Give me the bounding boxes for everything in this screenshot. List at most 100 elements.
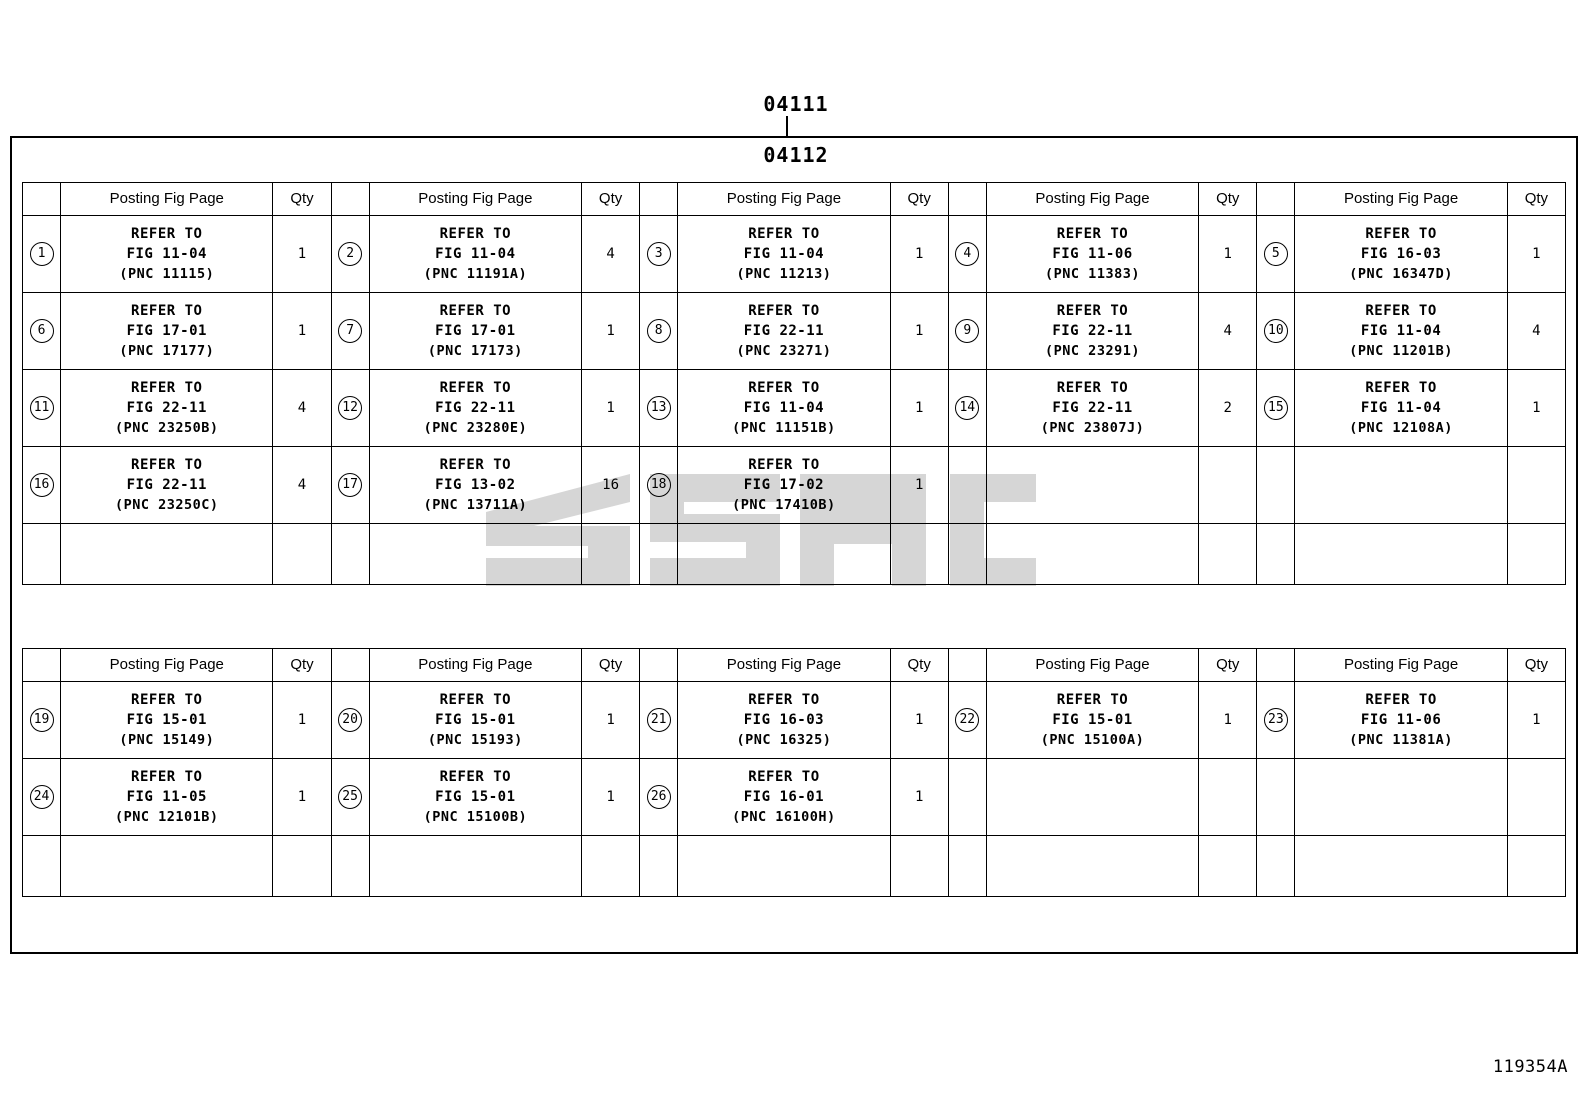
refer-to-text: REFER TO	[131, 769, 203, 785]
pnc-code: (PNC 11201B)	[1349, 343, 1453, 359]
header-index-cell	[21, 648, 62, 682]
header-qty: Qty	[1506, 182, 1567, 216]
pnc-code: (PNC 12101B)	[114, 809, 219, 825]
header-index-cell	[330, 648, 370, 682]
qty-value: 1	[581, 758, 641, 836]
table-empty-row	[21, 835, 1567, 897]
document-code: 119354A	[1492, 1057, 1568, 1077]
pnc-code: (PNC 11191A)	[423, 266, 528, 282]
refer-to-text: REFER TO	[131, 457, 203, 473]
posting-fig-page-cell: REFER TO FIG 16-03 (PNC 16325)	[677, 681, 891, 759]
row-index-empty	[947, 758, 987, 836]
refer-to-text: REFER TO	[439, 769, 512, 785]
qty-value-empty	[272, 835, 332, 897]
qty-value: 4	[272, 446, 332, 524]
refer-to-text: REFER TO	[748, 303, 820, 319]
leader-line-upper	[786, 116, 788, 136]
fig-reference: FIG 11-04	[743, 400, 825, 416]
qty-value: 1	[889, 446, 949, 524]
pnc-code: (PNC 16100H)	[732, 809, 836, 825]
row-index-empty	[1256, 758, 1296, 836]
qty-value: 2	[1198, 369, 1258, 447]
refer-to-text: REFER TO	[131, 692, 203, 708]
row-index: 19	[21, 681, 62, 759]
fig-reference: FIG 22-11	[126, 477, 207, 493]
row-index: 4	[947, 215, 987, 293]
posting-fig-page-cell-empty	[368, 835, 583, 897]
posting-fig-page-cell-empty	[677, 835, 891, 897]
row-index: 18	[639, 446, 679, 524]
table-row: 19 REFER TO FIG 15-01 (PNC 15149) 1 20 R…	[21, 681, 1567, 759]
row-index: 11	[21, 369, 62, 447]
index-circle: 24	[29, 785, 54, 809]
header-posting-fig-page: Posting Fig Page	[1294, 182, 1508, 216]
header-index-cell	[947, 648, 987, 682]
fig-reference: FIG 16-03	[1360, 246, 1442, 262]
refer-to-text: REFER TO	[1365, 692, 1437, 708]
fig-reference: FIG 22-11	[126, 400, 207, 416]
parts-reference-table-upper: Posting Fig Page Qty Posting Fig Page Qt…	[21, 182, 1567, 585]
pnc-code: (PNC 16325)	[736, 732, 832, 748]
index-circle: 3	[646, 242, 671, 266]
row-index: 14	[947, 369, 987, 447]
posting-fig-page-cell: REFER TO FIG 15-01 (PNC 15100B)	[368, 758, 583, 836]
pnc-code: (PNC 23280E)	[423, 420, 528, 436]
qty-value: 4	[1198, 292, 1258, 370]
posting-fig-page-cell: REFER TO FIG 15-01 (PNC 15100A)	[985, 681, 1200, 759]
refer-to-text: REFER TO	[1365, 303, 1437, 319]
header-index-cell	[21, 182, 62, 216]
index-circle: 23	[1263, 708, 1288, 732]
row-index: 1	[21, 215, 62, 293]
fig-reference: FIG 15-01	[435, 789, 516, 805]
refer-to-text: REFER TO	[1056, 303, 1129, 319]
pnc-code: (PNC 11151B)	[732, 420, 836, 436]
posting-fig-page-cell: REFER TO FIG 16-03 (PNC 16347D)	[1294, 215, 1508, 293]
qty-value: 4	[272, 369, 332, 447]
index-circle: 11	[29, 396, 54, 420]
pnc-code: (PNC 11115)	[119, 266, 215, 282]
qty-value: 1	[889, 758, 949, 836]
fig-reference: FIG 15-01	[1052, 712, 1133, 728]
row-index: 9	[947, 292, 987, 370]
posting-fig-page-cell-empty	[368, 523, 583, 585]
qty-value: 1	[1198, 215, 1258, 293]
index-circle: 22	[955, 708, 980, 732]
posting-fig-page-cell-empty	[60, 835, 274, 897]
index-circle: 15	[1263, 396, 1288, 420]
posting-fig-page-cell: REFER TO FIG 17-01 (PNC 17177)	[60, 292, 274, 370]
header-posting-fig-page: Posting Fig Page	[60, 648, 274, 682]
header-posting-fig-page: Posting Fig Page	[1294, 648, 1508, 682]
refer-to-text: REFER TO	[748, 226, 820, 242]
qty-value-empty	[1506, 758, 1567, 836]
row-index-empty	[1256, 523, 1296, 585]
posting-fig-page-cell: REFER TO FIG 11-04 (PNC 12108A)	[1294, 369, 1508, 447]
refer-to-text: REFER TO	[131, 380, 203, 396]
posting-fig-page-cell: REFER TO FIG 22-11 (PNC 23807J)	[985, 369, 1200, 447]
posting-fig-page-cell: REFER TO FIG 13-02 (PNC 13711A)	[368, 446, 583, 524]
row-index-empty	[1256, 835, 1296, 897]
header-qty: Qty	[889, 648, 949, 682]
refer-to-text: REFER TO	[1056, 380, 1129, 396]
fig-reference: FIG 16-03	[743, 712, 825, 728]
fig-reference: FIG 22-11	[1052, 323, 1133, 339]
header-qty: Qty	[272, 182, 332, 216]
fig-reference: FIG 15-01	[435, 712, 516, 728]
fig-reference: FIG 22-11	[1052, 400, 1133, 416]
qty-value-empty	[581, 835, 641, 897]
posting-fig-page-cell-empty	[1294, 446, 1508, 524]
posting-fig-page-cell: REFER TO FIG 22-11 (PNC 23250C)	[60, 446, 274, 524]
index-circle: 25	[338, 785, 363, 809]
header-qty: Qty	[581, 182, 641, 216]
row-index-empty	[947, 446, 987, 524]
header-posting-fig-page: Posting Fig Page	[368, 182, 583, 216]
index-circle: 7	[338, 319, 363, 343]
row-index: 3	[639, 215, 679, 293]
row-index-empty	[21, 835, 62, 897]
index-circle: 5	[1263, 242, 1288, 266]
index-circle: 20	[338, 708, 363, 732]
qty-value-empty	[1198, 446, 1258, 524]
qty-value-empty	[1506, 446, 1567, 524]
qty-value: 1	[581, 292, 641, 370]
index-circle: 13	[646, 396, 671, 420]
fig-reference: FIG 11-04	[743, 246, 825, 262]
